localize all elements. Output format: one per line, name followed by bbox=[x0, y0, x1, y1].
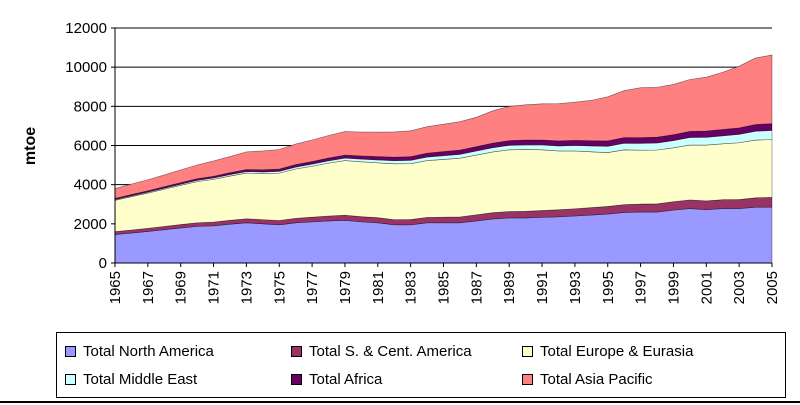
x-tick-labels: 1965 1967 1969 1971 1973 1975 1977 1979 1981 1983… bbox=[107, 271, 781, 304]
x-tick-label: 1971 bbox=[206, 271, 223, 304]
y-tick-labels: 0 2000 4000 6000 8000 10000 12000 bbox=[65, 20, 107, 272]
x-tick-label: 1997 bbox=[633, 271, 650, 304]
legend-label-africa: Total Africa bbox=[309, 371, 383, 388]
legend-item-north-america: Total North America bbox=[65, 343, 214, 360]
y-tick-label: 10000 bbox=[65, 59, 107, 76]
x-tick-label: 1965 bbox=[107, 271, 124, 304]
stacked-area-chart: 0 2000 4000 6000 8000 10000 12000 1965 1967 1969… bbox=[22, 20, 781, 304]
y-axis-title: mtoe bbox=[22, 127, 39, 165]
y-tick-label: 2000 bbox=[74, 216, 107, 233]
x-tick-label: 2001 bbox=[698, 271, 715, 304]
legend-item-africa: Total Africa bbox=[291, 371, 382, 388]
legend-label-s-cent-america: Total S. & Cent. America bbox=[309, 343, 472, 360]
legend-label-north-america: Total North America bbox=[83, 343, 214, 360]
legend-label-europe-eurasia: Total Europe & Eurasia bbox=[540, 343, 694, 360]
legend-swatch-middle-east bbox=[65, 374, 76, 385]
x-tick-label: 1983 bbox=[403, 271, 420, 304]
bottom-rule bbox=[0, 401, 800, 403]
legend-item-middle-east: Total Middle East bbox=[65, 371, 197, 388]
x-tick-label: 1975 bbox=[271, 271, 288, 304]
legend-swatch-north-america bbox=[65, 346, 76, 357]
legend-item-asia-pacific: Total Asia Pacific bbox=[522, 371, 653, 388]
x-tick-label: 1987 bbox=[468, 271, 485, 304]
x-tick-label: 1981 bbox=[370, 271, 387, 304]
x-tick-label: 1967 bbox=[140, 271, 157, 304]
x-tick-label: 2005 bbox=[764, 271, 781, 304]
x-tick-label: 1995 bbox=[600, 271, 617, 304]
x-tick-label: 1985 bbox=[436, 271, 453, 304]
legend-swatch-europe-eurasia bbox=[522, 346, 533, 357]
x-tick-label: 1969 bbox=[173, 271, 190, 304]
x-tick-label: 1973 bbox=[238, 271, 255, 304]
x-tick-label: 1991 bbox=[534, 271, 551, 304]
legend: Total North America Total S. & Cent. Ame… bbox=[56, 332, 786, 398]
x-tick-label: 1993 bbox=[567, 271, 584, 304]
x-tick-label: 1999 bbox=[665, 271, 682, 304]
legend-item-s-cent-america: Total S. & Cent. America bbox=[291, 343, 472, 360]
legend-swatch-s-cent-america bbox=[291, 346, 302, 357]
y-tick-label: 12000 bbox=[65, 20, 107, 37]
x-tick-label: 1979 bbox=[337, 271, 354, 304]
area-total-asia-pacific bbox=[114, 54, 773, 199]
y-tick-label: 4000 bbox=[74, 177, 107, 194]
y-tick-label: 8000 bbox=[74, 98, 107, 115]
x-tick-label: 2003 bbox=[731, 271, 748, 304]
axes bbox=[111, 27, 773, 267]
legend-swatch-asia-pacific bbox=[522, 374, 533, 385]
legend-label-middle-east: Total Middle East bbox=[83, 371, 198, 388]
area-series bbox=[114, 54, 773, 264]
x-tick-label: 1989 bbox=[501, 271, 518, 304]
legend-label-asia-pacific: Total Asia Pacific bbox=[540, 371, 653, 388]
y-tick-label: 6000 bbox=[74, 138, 107, 155]
x-tick-label: 1977 bbox=[304, 271, 321, 304]
y-tick-label: 0 bbox=[99, 255, 107, 272]
legend-item-europe-eurasia: Total Europe & Eurasia bbox=[522, 343, 693, 360]
legend-swatch-africa bbox=[291, 374, 302, 385]
